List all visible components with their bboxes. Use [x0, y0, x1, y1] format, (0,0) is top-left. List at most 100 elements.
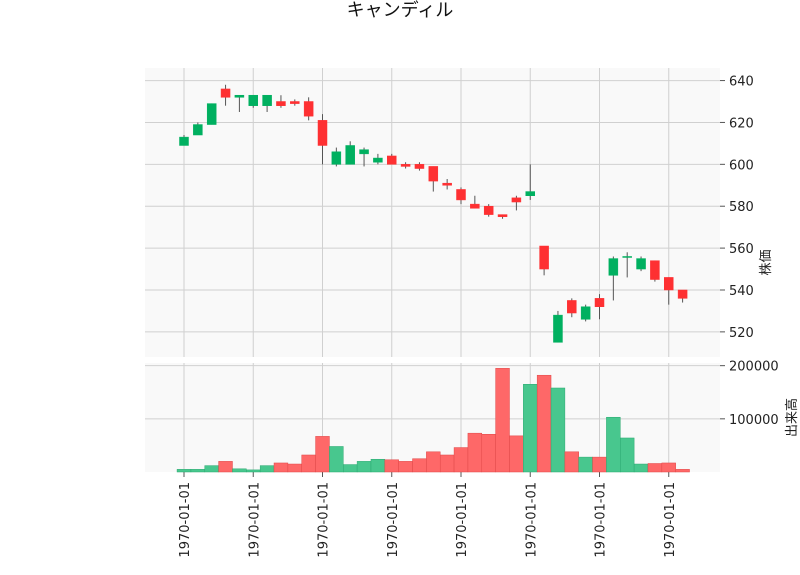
volume-bar: [495, 368, 510, 473]
volume-bar: [439, 454, 455, 473]
candles: [179, 84, 688, 343]
candle-body: [248, 94, 258, 106]
volume-bar: [550, 387, 566, 473]
candle-body: [373, 157, 383, 163]
volume-bar: [606, 416, 621, 473]
x-tick-label: 1970-01-01: [524, 482, 539, 558]
candle-body: [525, 191, 535, 196]
volume-bar: [661, 462, 676, 473]
candle-body: [497, 214, 508, 217]
volume-bar: [564, 451, 579, 473]
volume-bar: [315, 436, 330, 473]
x-tick-label: 1970-01-01: [594, 482, 609, 558]
volume-bar: [204, 465, 219, 473]
price-tick-label: 640: [729, 75, 754, 90]
grid: 520 540 560 580 600 620 640 100000 200000 1970-01…: [145, 68, 779, 558]
candle-body: [664, 277, 674, 291]
x-tick-label: 1970-01-01: [455, 482, 470, 558]
volume-bar: [273, 462, 289, 473]
volume-bar: [633, 463, 649, 473]
price-tick-label: 580: [729, 200, 754, 215]
volume-bar: [287, 463, 302, 473]
volume-bar: [523, 384, 538, 473]
volume-bar: [675, 469, 690, 473]
x-tick-label: 1970-01-01: [663, 482, 678, 558]
volume-bar: [426, 451, 441, 473]
candle-body: [414, 164, 425, 169]
volume-bar: [384, 459, 399, 473]
candle-body: [636, 258, 646, 270]
candle-body: [387, 155, 397, 165]
price-axis-title: 株価: [759, 249, 774, 275]
candle-body: [650, 260, 660, 280]
price-tick-label: 540: [729, 284, 754, 299]
volume-bar: [190, 469, 206, 473]
candle-body: [677, 289, 688, 299]
price-tick-label: 560: [729, 242, 754, 257]
candle-body: [179, 136, 189, 146]
price-tick-label: 620: [729, 116, 754, 131]
candle-body: [608, 258, 619, 276]
volume-bar: [218, 461, 233, 473]
candle-body: [276, 101, 286, 106]
volume-bar: [412, 458, 427, 473]
candle-body: [234, 94, 245, 98]
candle-body: [193, 124, 203, 136]
candle-body: [539, 245, 549, 270]
volume-bar: [536, 374, 552, 473]
volume-bar: [301, 454, 316, 473]
volume-bar: [481, 433, 496, 473]
volume-bar: [398, 461, 413, 473]
volume-bar: [453, 447, 469, 473]
candle-body: [567, 300, 577, 314]
x-tick-label: 1970-01-01: [178, 482, 193, 558]
volume-bar: [246, 469, 261, 473]
candle-body: [553, 314, 563, 343]
candle-body: [331, 151, 342, 165]
candle-body: [622, 256, 632, 258]
price-panel: [145, 68, 720, 357]
candle-body: [442, 182, 452, 186]
volume-bar: [356, 461, 372, 473]
candle-body: [594, 298, 605, 307]
candle-body: [345, 145, 355, 165]
volume-bar: [620, 437, 635, 473]
candle-body: [483, 205, 494, 215]
candle-body: [400, 164, 411, 167]
price-tick-label: 520: [729, 326, 754, 341]
volume-axis-title: 出来高: [784, 398, 800, 437]
volume-bar: [343, 464, 358, 473]
x-tick-label: 1970-01-01: [317, 482, 332, 558]
price-tick-label: 600: [729, 158, 754, 173]
chart-title: キャンディル: [347, 0, 454, 21]
candle-body: [220, 88, 231, 98]
volume-bar: [232, 468, 247, 473]
candle-body: [580, 306, 591, 320]
candle-body: [470, 203, 480, 209]
x-tick-label: 1970-01-01: [386, 482, 401, 558]
volume-tick-label: 200000: [729, 360, 779, 375]
volume-bar: [329, 446, 344, 473]
candle-body: [317, 120, 328, 146]
x-tick-label: 1970-01-01: [247, 482, 262, 558]
volume-bar: [176, 469, 192, 473]
volume-bars: [176, 368, 690, 473]
volume-bar: [509, 435, 524, 473]
candle-body: [359, 149, 369, 155]
candle-body: [206, 103, 217, 125]
volume-bar: [467, 432, 483, 473]
candle-body: [456, 189, 466, 201]
volume-tick-label: 100000: [729, 413, 779, 428]
volume-bar: [370, 458, 386, 473]
volume-bar: [259, 465, 275, 473]
candle-body: [290, 101, 300, 104]
volume-bar: [592, 456, 607, 473]
candle-body: [511, 197, 522, 203]
candle-body: [262, 94, 272, 106]
candle-body: [303, 101, 314, 117]
volume-bar: [578, 456, 593, 473]
volume-bar: [647, 463, 663, 473]
candle-body: [428, 166, 439, 182]
